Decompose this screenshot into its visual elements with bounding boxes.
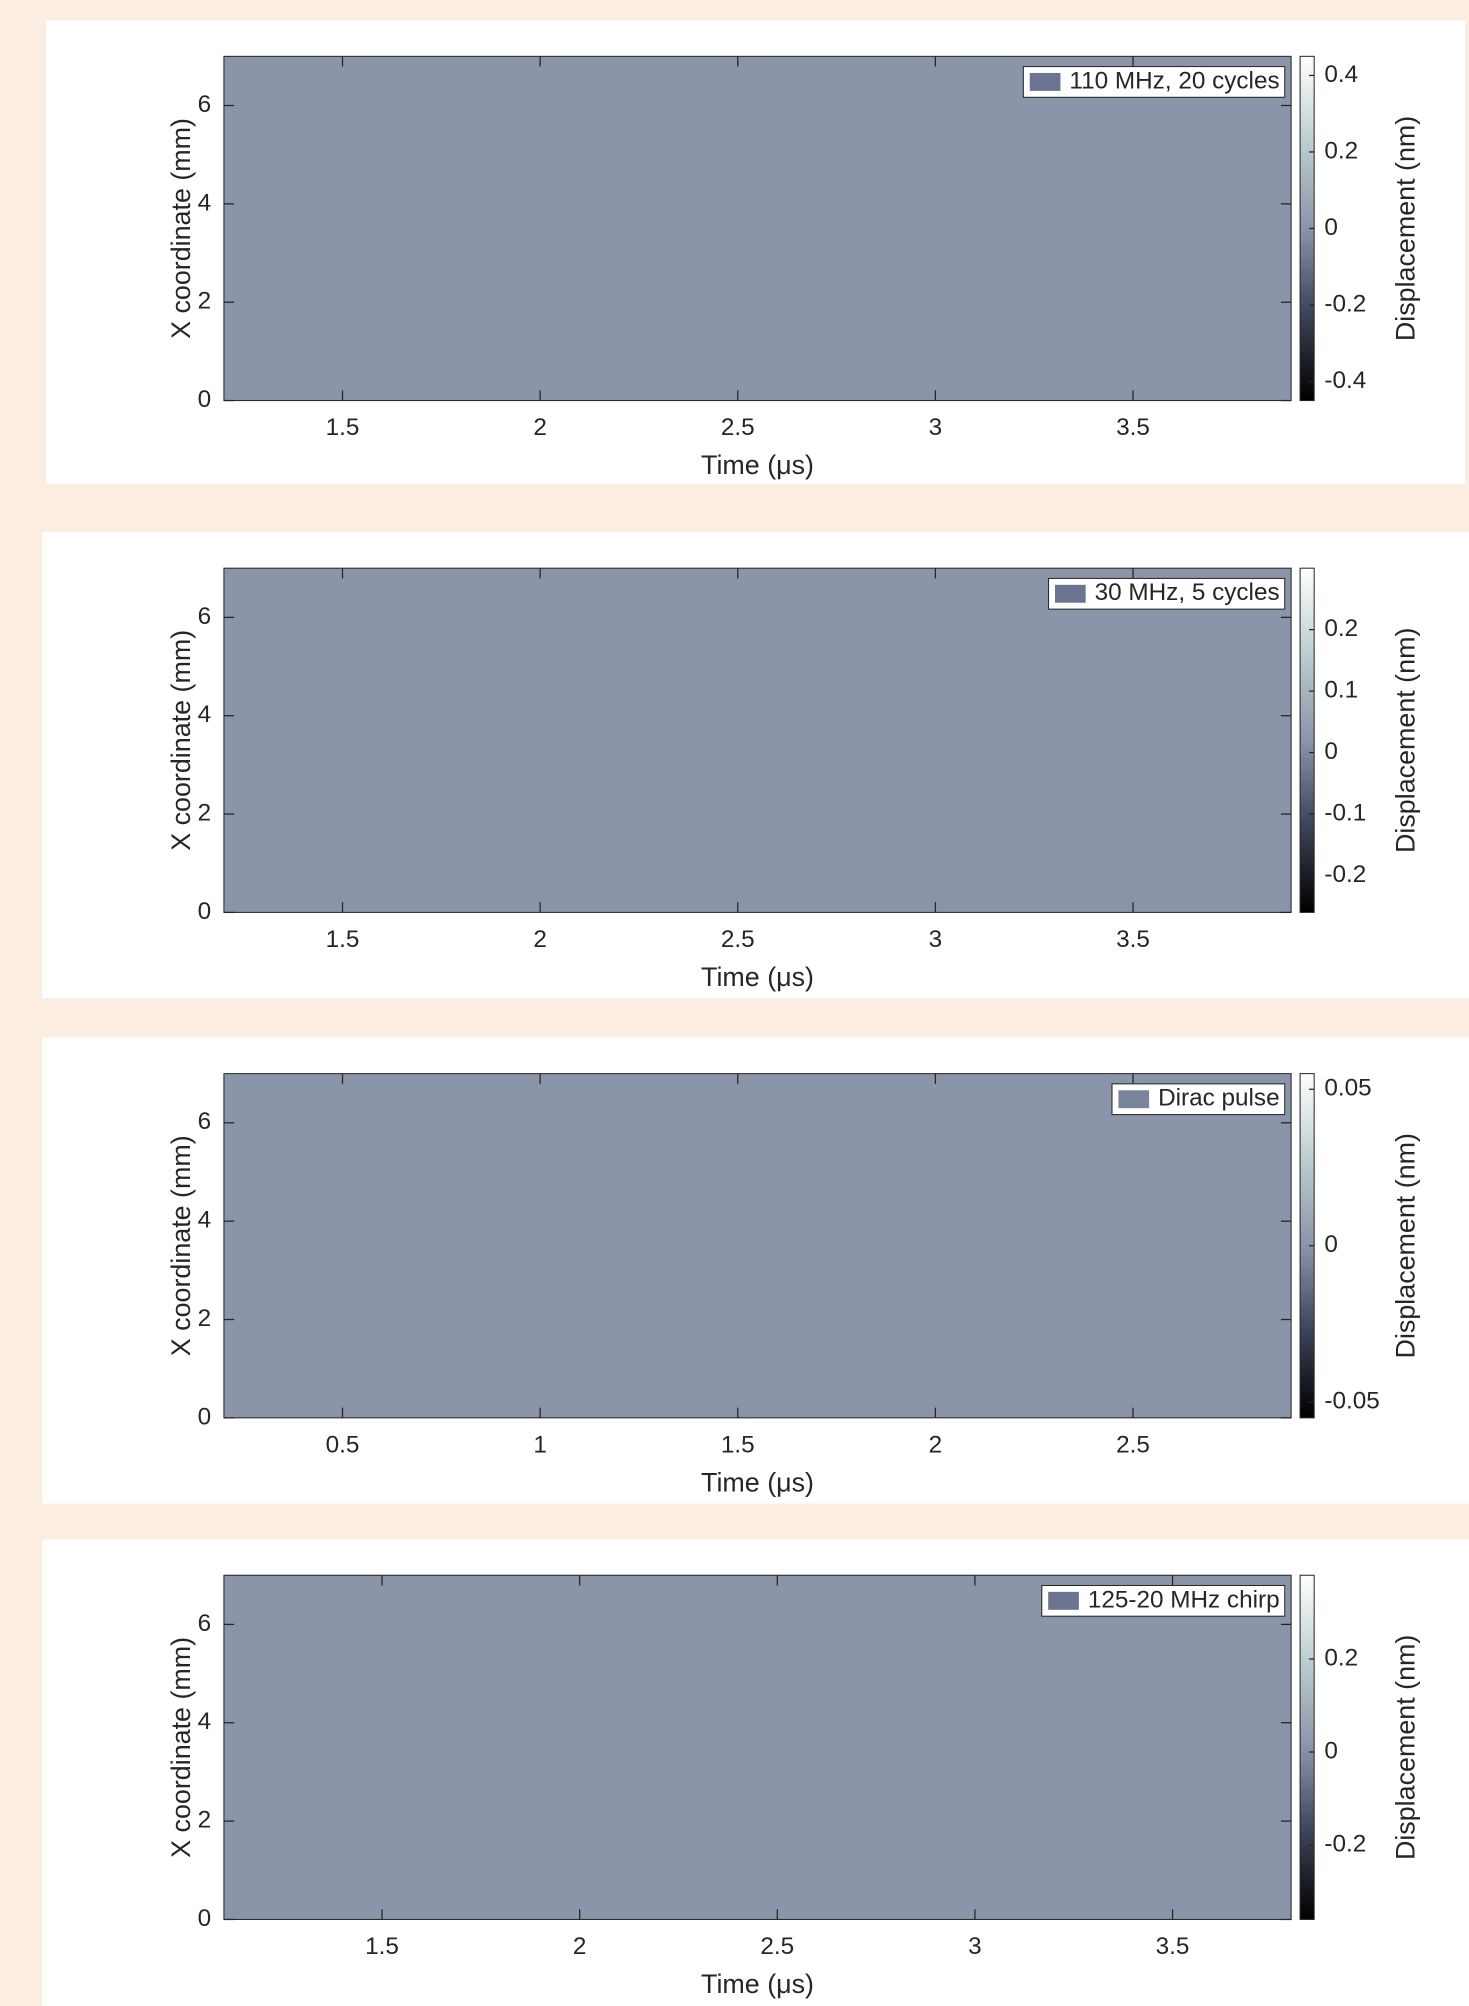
x-tick-label: 3.5	[1156, 1933, 1190, 1960]
colorbar	[1299, 567, 1315, 913]
axes-box	[223, 567, 1292, 913]
colorbar-tick-label: 0.4	[1324, 61, 1358, 88]
x-tick-label: 3	[968, 1933, 982, 1960]
legend-box	[1048, 577, 1286, 610]
colorbar-tick-label: 0	[1324, 214, 1338, 241]
axes-box	[223, 55, 1292, 402]
colorbar-tick-label: -0.4	[1324, 367, 1366, 394]
y-tick-label: 4	[198, 189, 212, 216]
y-tick-label: 4	[198, 1207, 212, 1234]
colorbar-label: Displacement (nm)	[1391, 116, 1421, 341]
x-tick-label: 0.5	[326, 1431, 360, 1458]
y-axis-label: X coordinate (mm)	[166, 630, 196, 851]
colorbar-tick-label: -0.2	[1324, 1830, 1366, 1857]
x-tick-label: 1	[533, 1431, 547, 1458]
heatmap-field	[223, 56, 1292, 401]
x-axis-label: Time (μs)	[701, 1969, 814, 1999]
legend-box	[1041, 1584, 1286, 1617]
x-axis-label: Time (μs)	[701, 1467, 814, 1497]
x-tick-label: 1.5	[721, 1431, 755, 1458]
x-tick-label: 2.5	[1116, 1431, 1150, 1458]
x-axis-label: Time (μs)	[701, 962, 814, 992]
colorbar-tick-label: 0.2	[1324, 137, 1358, 164]
y-tick-label: 6	[198, 1610, 212, 1637]
y-axis-label: X coordinate (mm)	[166, 1637, 196, 1858]
x-tick-label: 3.5	[1116, 414, 1150, 441]
x-tick-label: 2	[533, 926, 547, 953]
axes-box	[223, 1574, 1292, 1920]
x-tick-label: 3.5	[1116, 926, 1150, 953]
colorbar-tick-label: -0.1	[1324, 799, 1366, 826]
y-tick-label: 6	[198, 91, 212, 118]
colorbar-tick-label: 0.05	[1324, 1075, 1371, 1102]
y-tick-label: 2	[198, 1807, 212, 1834]
x-tick-label: 2.5	[760, 1933, 794, 1960]
y-axis-label: X coordinate (mm)	[166, 118, 196, 339]
legend-box	[1022, 66, 1286, 98]
x-tick-label: 2.5	[721, 926, 755, 953]
heatmap-field	[223, 568, 1292, 913]
y-tick-label: 0	[198, 1403, 212, 1430]
y-tick-label: 0	[198, 386, 212, 413]
y-axis-label: X coordinate (mm)	[166, 1135, 196, 1356]
legend-swatch	[1118, 1090, 1150, 1109]
y-tick-label: 0	[198, 898, 212, 925]
y-tick-label: 6	[198, 603, 212, 630]
colorbar-tick-label: 0	[1324, 1737, 1338, 1764]
y-tick-label: 2	[198, 1305, 212, 1332]
x-tick-label: 3	[929, 926, 943, 953]
y-tick-label: 6	[198, 1108, 212, 1135]
y-tick-label: 2	[198, 288, 212, 315]
legend: 125-20 MHz chirp	[1041, 1584, 1286, 1617]
colorbar-tick-label: 0.2	[1324, 1644, 1358, 1671]
legend: 110 MHz, 20 cycles	[1022, 66, 1286, 98]
x-tick-label: 2	[533, 414, 547, 441]
legend-swatch	[1048, 1591, 1079, 1610]
legend-swatch	[1029, 72, 1061, 91]
colorbar-tick-label: 0	[1324, 1231, 1338, 1258]
colorbar-tick-label: -0.2	[1324, 861, 1366, 888]
colorbar-tick-label: 0	[1324, 738, 1338, 765]
x-tick-label: 1.5	[326, 414, 360, 441]
legend: 30 MHz, 5 cycles	[1048, 577, 1286, 610]
colorbar-label: Displacement (nm)	[1391, 1635, 1421, 1860]
colorbar-tick-label: -0.05	[1324, 1388, 1379, 1415]
x-tick-label: 2	[929, 1431, 943, 1458]
legend-label: 30 MHz, 5 cycles	[1095, 579, 1280, 606]
y-tick-label: 2	[198, 799, 212, 826]
legend-swatch	[1054, 584, 1086, 603]
legend-label: 125-20 MHz chirp	[1088, 1586, 1280, 1613]
x-tick-label: 2.5	[721, 414, 755, 441]
x-tick-label: 3	[929, 414, 943, 441]
colorbar-tick-label: 0.2	[1324, 615, 1358, 642]
legend-label: 110 MHz, 20 cycles	[1069, 67, 1279, 94]
x-tick-label: 2	[573, 1933, 587, 1960]
legend-label: Dirac pulse	[1158, 1085, 1280, 1112]
colorbar-label: Displacement (nm)	[1391, 628, 1421, 853]
heatmap-field	[223, 1073, 1292, 1418]
colorbar-tick-label: 0.1	[1324, 677, 1358, 704]
x-tick-label: 1.5	[326, 926, 360, 953]
colorbar	[1299, 1574, 1315, 1920]
colorbar-label: Displacement (nm)	[1391, 1133, 1421, 1358]
axes-box	[223, 1073, 1292, 1419]
heatmap-field	[223, 1575, 1292, 1920]
y-tick-label: 4	[198, 701, 212, 728]
colorbar-tick-label: -0.2	[1324, 290, 1366, 317]
legend: Dirac pulse	[1111, 1083, 1286, 1116]
x-axis-label: Time (μs)	[701, 450, 814, 480]
x-tick-label: 1.5	[365, 1933, 399, 1960]
y-tick-label: 0	[198, 1905, 212, 1932]
y-tick-label: 4	[198, 1708, 212, 1735]
